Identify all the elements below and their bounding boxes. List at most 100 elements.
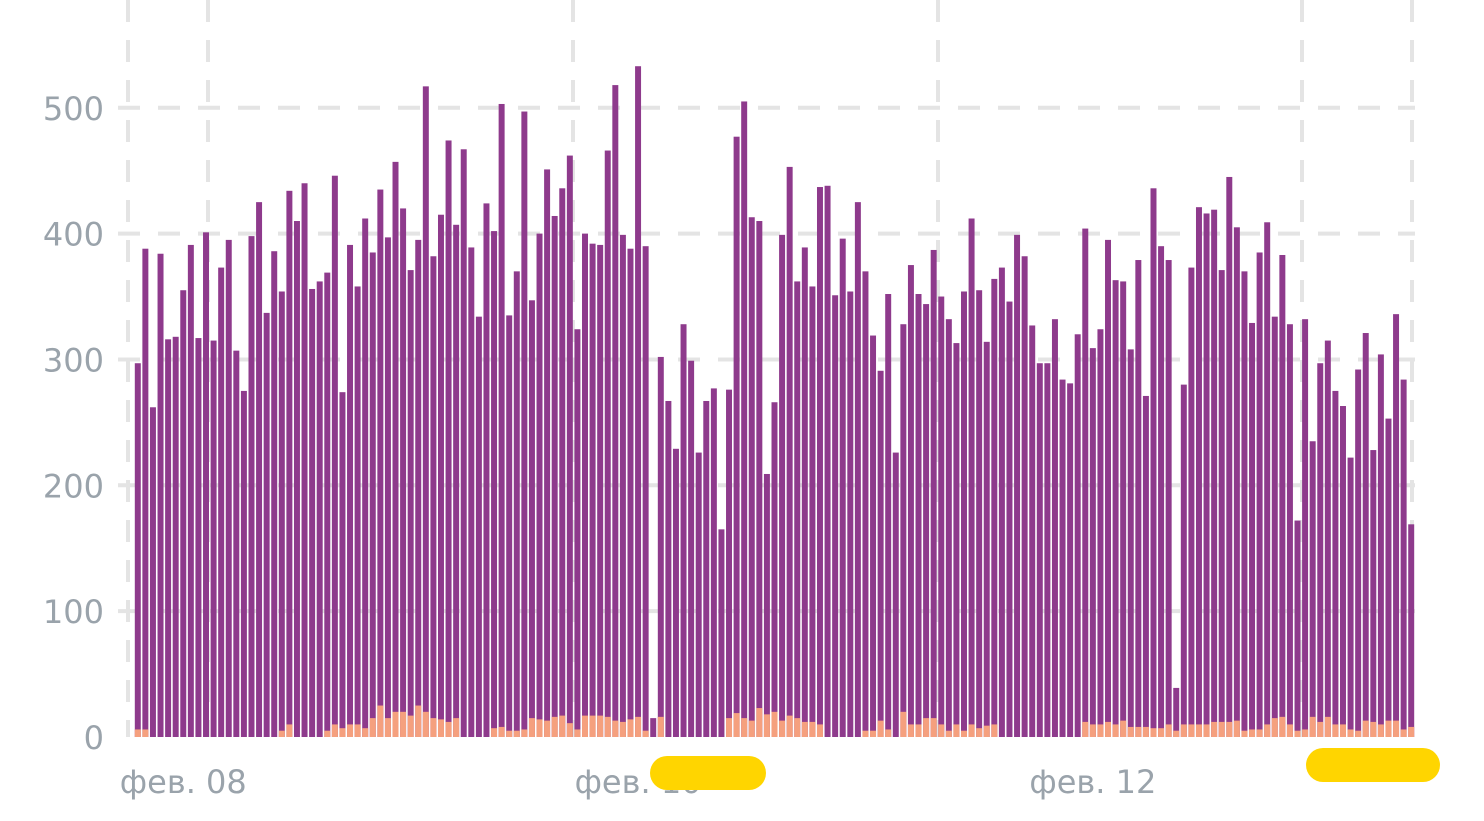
bar-secondary bbox=[1150, 728, 1157, 737]
bar-total bbox=[1158, 246, 1165, 737]
bar-total bbox=[142, 248, 149, 737]
bar-total bbox=[187, 244, 194, 737]
bar-secondary bbox=[1355, 730, 1362, 737]
bar-total bbox=[1089, 348, 1096, 737]
bar-total bbox=[809, 286, 816, 737]
bar-secondary bbox=[1203, 724, 1210, 737]
bar-total bbox=[642, 246, 649, 737]
bar-total bbox=[635, 66, 642, 738]
bar-secondary bbox=[506, 730, 513, 737]
bar-secondary bbox=[1264, 724, 1271, 737]
bar-total bbox=[293, 221, 300, 737]
bar-total bbox=[892, 452, 899, 737]
bar-secondary bbox=[324, 730, 331, 737]
bar-total bbox=[460, 149, 467, 737]
bar-secondary bbox=[612, 720, 619, 737]
bar-total bbox=[347, 244, 354, 737]
bar-secondary bbox=[619, 721, 626, 737]
bar-total bbox=[1400, 379, 1407, 737]
bar-total bbox=[688, 360, 695, 737]
bar-total bbox=[597, 244, 604, 737]
bar-secondary bbox=[528, 718, 535, 737]
bar-total bbox=[1059, 379, 1066, 737]
bar-total bbox=[430, 256, 437, 737]
x-tick-label: фев. 12 bbox=[1029, 763, 1156, 801]
bar-secondary bbox=[983, 725, 990, 737]
bar-secondary bbox=[1385, 720, 1392, 737]
bar-secondary bbox=[961, 730, 967, 737]
bar-total bbox=[165, 339, 172, 737]
bar-secondary bbox=[339, 728, 346, 737]
y-tick-label: 0 bbox=[84, 719, 104, 757]
bar-secondary bbox=[657, 716, 664, 737]
bar-secondary bbox=[923, 718, 930, 737]
bar-secondary bbox=[1173, 730, 1180, 737]
bar-total bbox=[1150, 188, 1157, 737]
bar-total bbox=[1142, 395, 1149, 737]
bar-secondary bbox=[726, 718, 733, 737]
bar-total bbox=[680, 324, 687, 737]
bar-total bbox=[1112, 280, 1119, 737]
bar-total bbox=[544, 169, 551, 737]
bar-secondary bbox=[347, 724, 354, 737]
bar-total bbox=[1271, 316, 1278, 737]
bar-secondary bbox=[953, 724, 960, 737]
bar-secondary bbox=[377, 705, 384, 737]
bar-secondary bbox=[915, 724, 922, 737]
bar-total bbox=[938, 296, 945, 737]
bar-total bbox=[506, 315, 513, 737]
bar-secondary bbox=[1309, 716, 1316, 737]
y-tick-label: 400 bbox=[43, 216, 104, 254]
bar-total bbox=[316, 281, 323, 737]
bar-secondary bbox=[1120, 720, 1127, 737]
bar-secondary bbox=[498, 726, 505, 737]
bar-secondary bbox=[574, 729, 581, 737]
bar-total bbox=[763, 473, 770, 737]
vertical-gridlines bbox=[126, 0, 1414, 737]
bar-total bbox=[1173, 687, 1180, 737]
bar-secondary bbox=[1105, 721, 1112, 737]
redaction-highlight bbox=[650, 756, 766, 790]
bar-secondary bbox=[1256, 729, 1263, 737]
bar-total bbox=[1014, 234, 1021, 737]
bar-secondary bbox=[384, 718, 391, 737]
bar-secondary bbox=[422, 711, 429, 737]
bar-total bbox=[733, 136, 740, 737]
bar-total bbox=[1377, 354, 1384, 737]
bar-total bbox=[263, 312, 270, 737]
bar-total bbox=[1279, 254, 1286, 737]
bar-total bbox=[1324, 340, 1331, 737]
x-tick-label: фев. 08 bbox=[120, 763, 247, 801]
bar-secondary bbox=[786, 715, 793, 737]
bar-secondary bbox=[779, 720, 786, 737]
bar-total bbox=[513, 271, 520, 737]
bar-total bbox=[225, 239, 232, 737]
bar-total bbox=[1340, 406, 1346, 737]
bar-total bbox=[1135, 260, 1142, 737]
bar-total bbox=[907, 265, 914, 737]
bar-total bbox=[134, 363, 141, 737]
y-tick-label: 300 bbox=[43, 341, 104, 379]
bar-total bbox=[1362, 333, 1369, 737]
bar-secondary bbox=[945, 730, 952, 737]
bar-secondary bbox=[362, 728, 369, 737]
bar-total bbox=[400, 208, 407, 737]
bar-secondary bbox=[445, 721, 452, 737]
bar-secondary bbox=[1324, 716, 1331, 737]
bar-total bbox=[437, 214, 444, 737]
bar-total bbox=[786, 166, 793, 737]
bar-total bbox=[627, 248, 634, 737]
bar-secondary bbox=[1241, 730, 1248, 737]
bar-total bbox=[1203, 213, 1210, 738]
bar-total bbox=[521, 111, 528, 737]
bar-secondary bbox=[286, 724, 293, 737]
bar-total bbox=[915, 294, 922, 737]
y-tick-label: 100 bbox=[43, 593, 104, 631]
bar-total bbox=[665, 400, 672, 737]
bar-total bbox=[324, 272, 331, 737]
bar-total bbox=[1180, 384, 1187, 737]
bar-total bbox=[468, 247, 475, 738]
y-axis-ticks: 0 100 200 300 400 500 bbox=[43, 90, 104, 757]
